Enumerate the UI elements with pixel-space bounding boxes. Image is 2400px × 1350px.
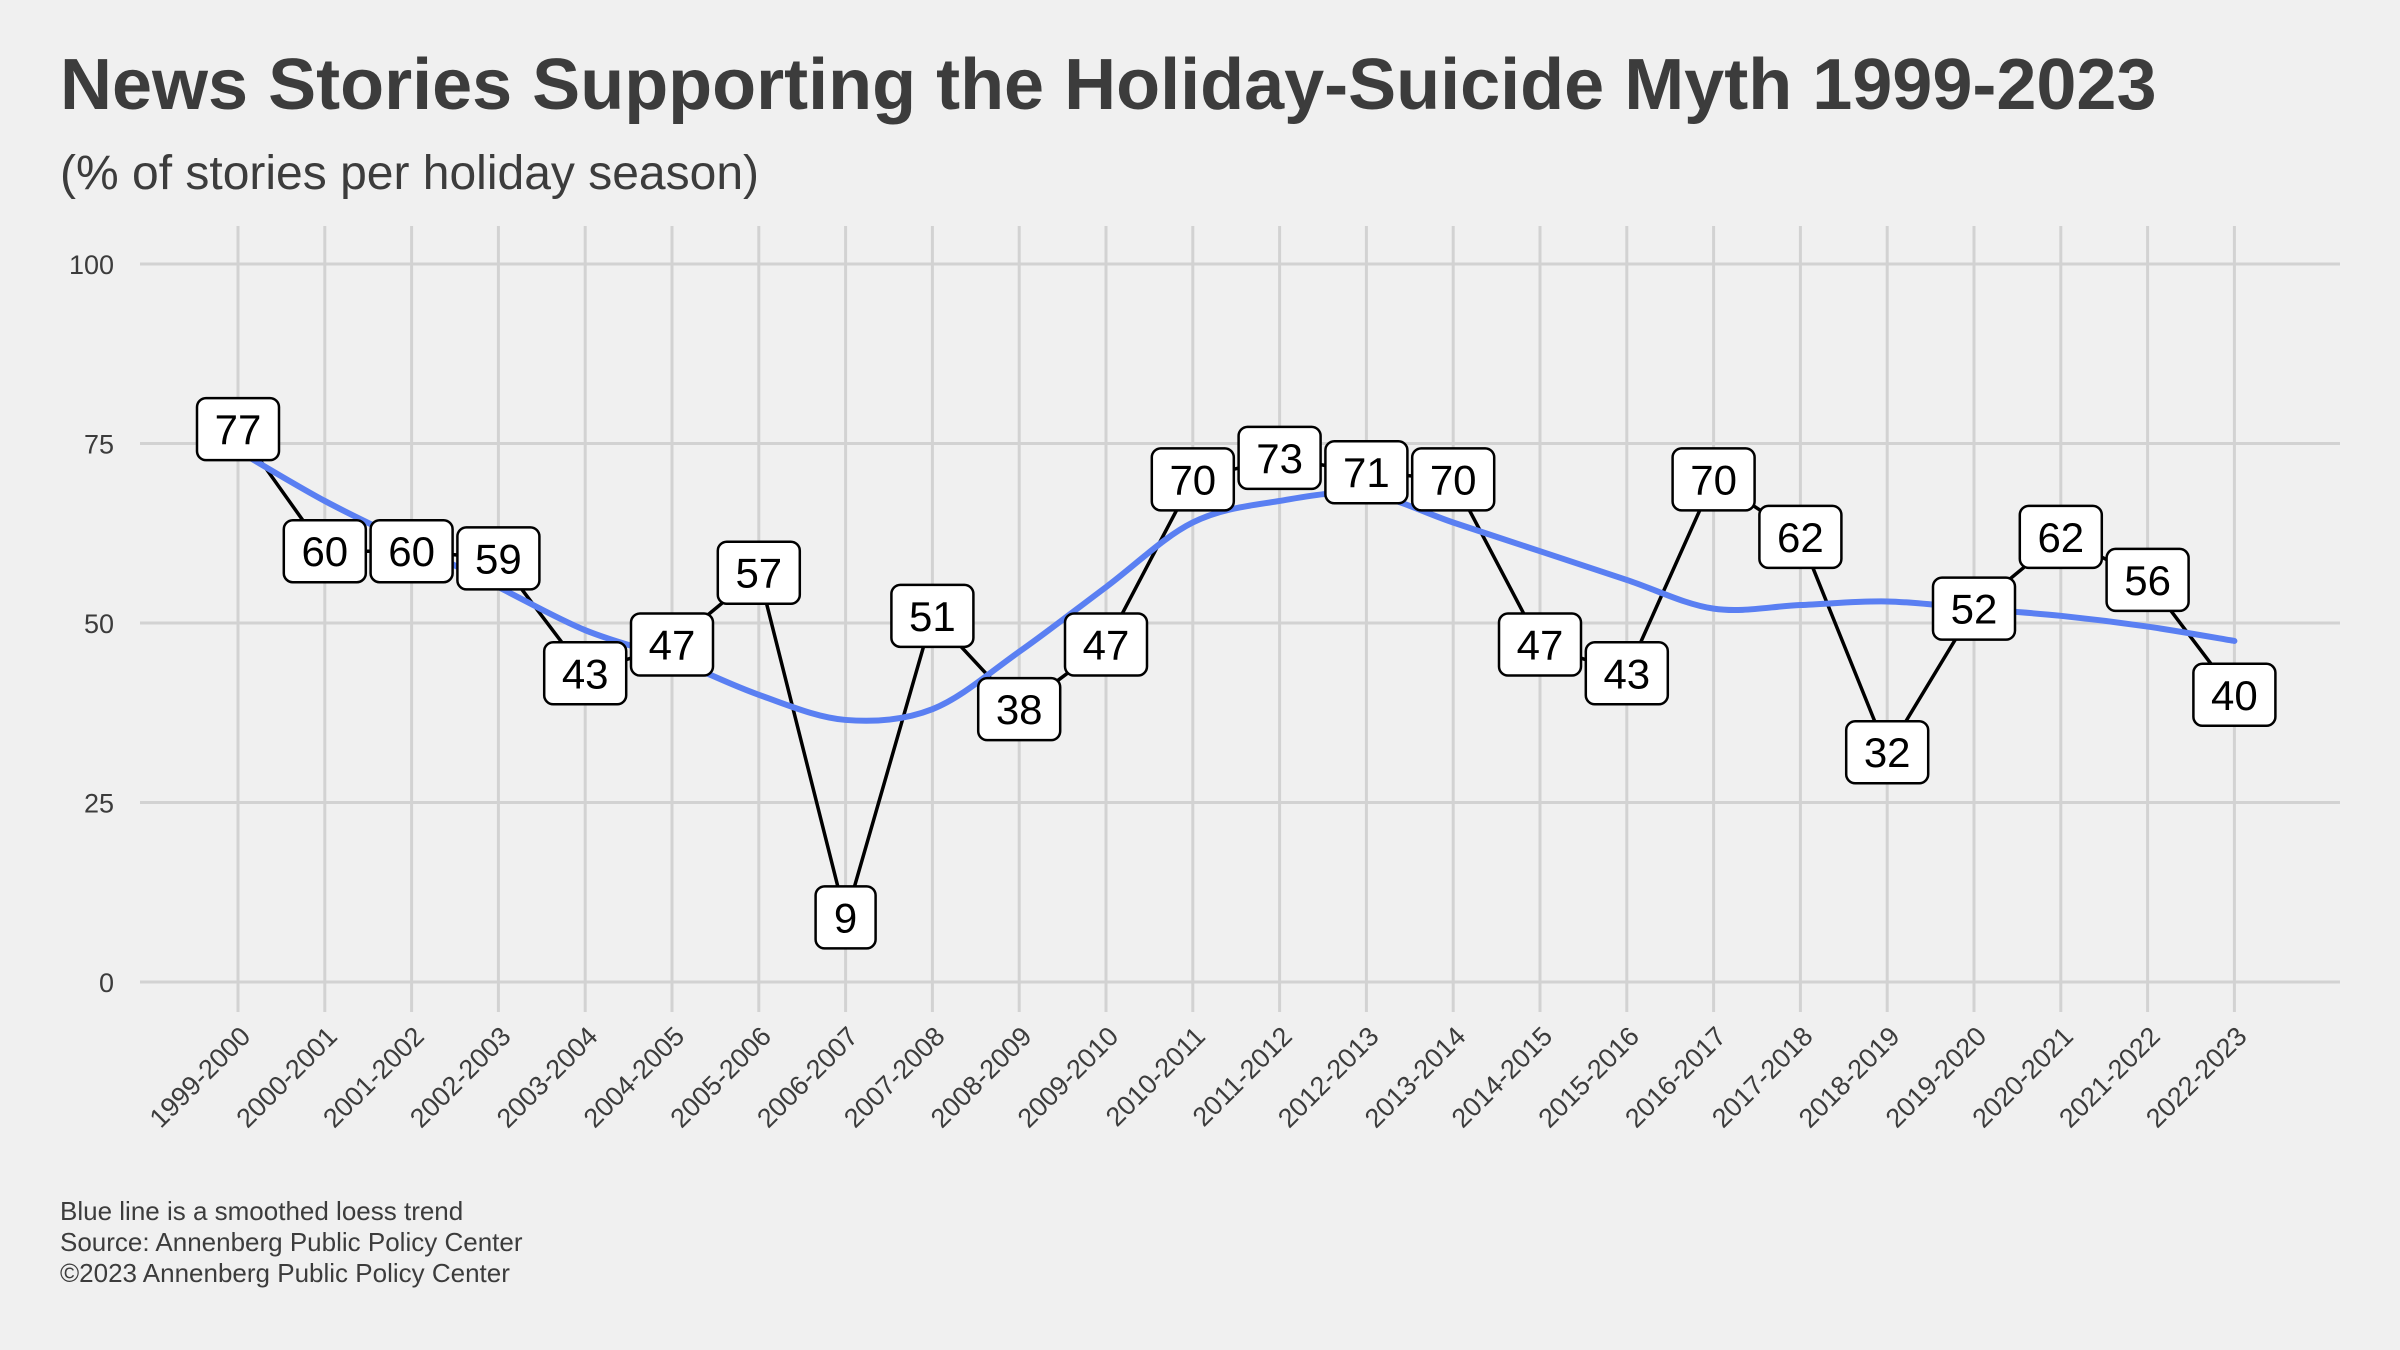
data-label: 43 xyxy=(1584,641,1670,706)
data-label-text: 43 xyxy=(1603,650,1650,697)
data-label-text: 60 xyxy=(301,528,348,575)
y-axis-ticks: 0 25 50 75 100 xyxy=(69,250,114,998)
data-label-text: 32 xyxy=(1864,729,1911,776)
data-label-box xyxy=(1844,719,1930,785)
data-label-text: 47 xyxy=(1517,622,1564,669)
data-label: 77 xyxy=(195,396,281,462)
data-label-text: 62 xyxy=(2037,514,2084,561)
data-label-text: 59 xyxy=(475,535,522,582)
data-label-box xyxy=(1063,612,1149,677)
y-tick-label: 25 xyxy=(84,789,114,819)
y-tick-label: 100 xyxy=(69,250,114,280)
data-label: 38 xyxy=(976,676,1062,742)
y-tick-label: 0 xyxy=(99,968,114,998)
data-label: 62 xyxy=(2018,504,2104,570)
data-series-line xyxy=(236,428,2236,920)
data-label-box xyxy=(1410,447,1496,512)
data-label-box xyxy=(542,641,628,706)
data-label: 59 xyxy=(456,526,541,591)
data-label-text: 70 xyxy=(1430,456,1477,503)
data-label-text: 70 xyxy=(1690,456,1737,503)
data-label-box xyxy=(1931,576,2017,641)
y-tick-label: 75 xyxy=(84,430,114,460)
data-label-text: 52 xyxy=(1951,586,1998,633)
trend-line xyxy=(235,447,2238,724)
data-label-text: 38 xyxy=(996,686,1043,733)
data-label: 9 xyxy=(814,885,877,950)
data-series xyxy=(235,428,2238,920)
data-label: 56 xyxy=(2105,547,2190,613)
data-label-box xyxy=(1497,612,1583,677)
data-label-box xyxy=(369,518,454,584)
x-axis-ticks: 1999-20002000-20012001-20022002-20032003… xyxy=(144,1021,2253,1134)
footer-copyright: ©2023 Annenberg Public Policy Center xyxy=(60,1258,510,1288)
data-label: 70 xyxy=(1150,447,1236,512)
data-label: 43 xyxy=(542,641,628,706)
chart-title: News Stories Supporting the Holiday-Suic… xyxy=(60,45,2157,125)
data-label-text: 47 xyxy=(1083,622,1130,669)
data-label-text: 43 xyxy=(562,650,609,697)
data-label-box xyxy=(716,540,802,605)
data-label-text: 9 xyxy=(834,894,857,941)
data-label-box xyxy=(2018,504,2104,570)
data-label-text: 73 xyxy=(1256,435,1303,482)
data-label: 47 xyxy=(1497,612,1583,677)
data-label: 51 xyxy=(890,583,975,649)
data-labels: 77 60 60 59 43 47 57 9 51 38 47 70 73 71 70 47 43 70 62 32 5… xyxy=(195,396,2277,950)
data-label-box xyxy=(1671,447,1756,512)
data-label-text: 47 xyxy=(649,622,696,669)
data-label-box xyxy=(1150,447,1236,512)
data-label-text: 57 xyxy=(735,550,782,597)
data-label-box xyxy=(976,676,1062,742)
data-label: 52 xyxy=(1931,576,2017,641)
data-label: 57 xyxy=(716,540,802,605)
data-label-text: 71 xyxy=(1343,449,1390,496)
data-label: 32 xyxy=(1844,719,1930,785)
data-label-text: 77 xyxy=(215,406,262,453)
data-label-box xyxy=(1584,641,1670,706)
data-label-box xyxy=(2192,662,2277,728)
data-label-box xyxy=(890,583,975,649)
chart-footer: Blue line is a smoothed loess trend Sour… xyxy=(60,1196,523,1289)
data-label-box xyxy=(1237,425,1322,491)
data-label-box xyxy=(456,526,541,591)
y-tick-label: 50 xyxy=(84,609,114,639)
data-label: 60 xyxy=(369,518,454,584)
grid-lines xyxy=(140,226,2340,1012)
data-label: 47 xyxy=(1063,612,1149,677)
data-label: 40 xyxy=(2192,662,2277,728)
data-label-text: 56 xyxy=(2124,557,2171,604)
data-label-box xyxy=(2105,547,2190,613)
data-label-text: 40 xyxy=(2211,672,2258,719)
chart-subtitle: (% of stories per holiday season) xyxy=(60,147,759,200)
footer-source: Source: Annenberg Public Policy Center xyxy=(60,1227,523,1257)
data-label-box xyxy=(282,518,368,584)
data-label: 73 xyxy=(1237,425,1322,491)
data-label-box xyxy=(1758,504,1843,570)
data-label-text: 60 xyxy=(388,528,435,575)
data-label-box xyxy=(814,885,877,950)
data-label-box xyxy=(1324,439,1409,505)
data-label: 62 xyxy=(1758,504,1843,570)
data-label: 71 xyxy=(1324,439,1409,505)
data-label: 70 xyxy=(1410,447,1496,512)
data-label-box xyxy=(629,612,715,677)
data-label-text: 62 xyxy=(1777,514,1824,561)
data-label-text: 70 xyxy=(1169,456,1216,503)
data-label: 60 xyxy=(282,518,368,584)
data-label: 47 xyxy=(629,612,715,677)
data-label: 70 xyxy=(1671,447,1756,512)
data-label-box xyxy=(195,396,281,462)
footer-note: Blue line is a smoothed loess trend xyxy=(60,1196,464,1226)
data-label-text: 51 xyxy=(909,593,956,640)
